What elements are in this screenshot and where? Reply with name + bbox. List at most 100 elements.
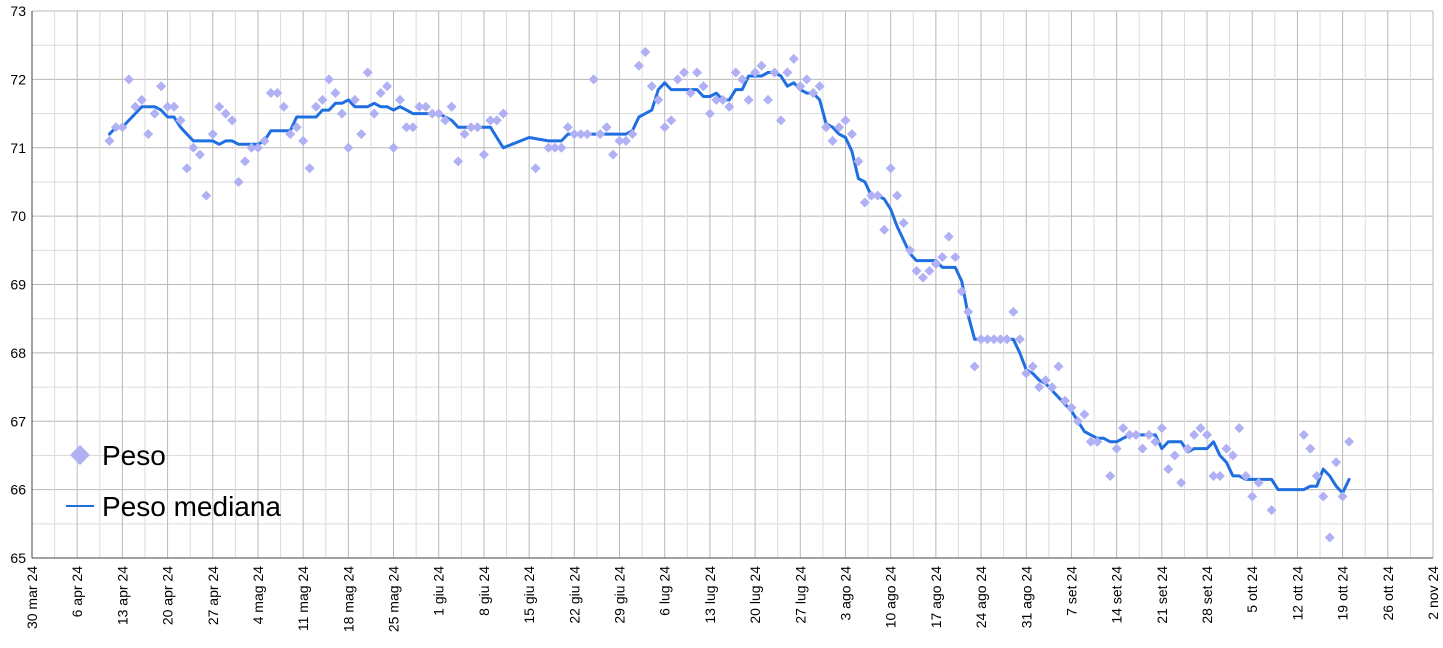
data-point <box>1195 423 1206 434</box>
data-point <box>595 129 606 140</box>
data-point <box>323 74 334 85</box>
data-point <box>143 129 154 140</box>
data-point <box>110 122 121 133</box>
data-point <box>1008 306 1019 317</box>
data-point <box>1202 429 1213 440</box>
x-tick-label: 24 ago 24 <box>973 566 989 628</box>
data-point <box>130 101 141 112</box>
data-point <box>950 252 961 263</box>
data-point <box>795 81 806 92</box>
data-point <box>420 101 431 112</box>
data-point <box>562 122 573 133</box>
data-point <box>466 122 477 133</box>
data-point <box>892 190 903 201</box>
data-point <box>233 176 244 187</box>
data-point <box>1182 443 1193 454</box>
data-point <box>311 101 322 112</box>
data-point <box>1156 423 1167 434</box>
data-point <box>433 108 444 119</box>
x-tick-label: 27 apr 24 <box>205 566 221 625</box>
data-point <box>453 156 464 167</box>
data-point <box>194 149 205 160</box>
data-point <box>395 94 406 105</box>
data-point <box>1324 532 1335 543</box>
data-point <box>156 81 167 92</box>
data-point <box>446 101 457 112</box>
data-point <box>569 129 580 140</box>
data-point <box>1150 436 1161 447</box>
data-point <box>317 94 328 105</box>
data-point <box>1137 443 1148 454</box>
data-point <box>1163 464 1174 475</box>
legend-label-peso-mediana: Peso mediana <box>102 491 281 522</box>
data-point <box>1131 429 1142 440</box>
x-tick-label: 5 ott 24 <box>1244 566 1260 613</box>
data-point <box>330 88 341 99</box>
data-point <box>207 129 218 140</box>
data-point <box>840 115 851 126</box>
data-point <box>369 108 380 119</box>
data-point <box>498 108 509 119</box>
data-point <box>827 135 838 146</box>
data-point <box>1234 423 1245 434</box>
data-point <box>117 122 128 133</box>
y-tick-label: 72 <box>10 71 26 87</box>
x-tick-label: 21 set 24 <box>1154 566 1170 624</box>
x-tick-label: 18 mag 24 <box>340 566 356 632</box>
data-point <box>162 101 173 112</box>
data-point <box>969 361 980 372</box>
data-point <box>1337 491 1348 502</box>
data-point <box>401 122 412 133</box>
y-tick-label: 71 <box>10 140 26 156</box>
data-point <box>278 101 289 112</box>
data-point <box>246 142 257 153</box>
data-point <box>478 149 489 160</box>
data-point <box>556 142 567 153</box>
data-point <box>885 163 896 174</box>
data-point <box>188 142 199 153</box>
x-tick-label: 15 giu 24 <box>521 566 537 624</box>
data-point <box>763 94 774 105</box>
data-point <box>201 190 212 201</box>
data-point <box>265 88 276 99</box>
data-point <box>491 115 502 126</box>
data-point <box>917 272 928 283</box>
x-tick-label: 7 set 24 <box>1063 566 1079 616</box>
data-point <box>698 81 709 92</box>
x-tick-label: 4 mag 24 <box>250 566 266 625</box>
data-point <box>930 258 941 269</box>
data-point <box>614 135 625 146</box>
legend: Peso Peso mediana <box>66 440 281 522</box>
x-tick-label: 20 lug 24 <box>747 566 763 624</box>
x-tick-label: 26 ott 24 <box>1380 566 1396 621</box>
data-point <box>575 129 586 140</box>
y-tick-label: 69 <box>10 277 26 293</box>
x-axis-tick-labels: 30 mar 24 6 apr 24 13 apr 24 20 apr 24 27 ap… <box>24 566 1441 632</box>
data-point <box>859 197 870 208</box>
data-point <box>1143 429 1154 440</box>
data-point <box>963 306 974 317</box>
data-point <box>1189 429 1200 440</box>
data-point <box>775 115 786 126</box>
data-point <box>336 108 347 119</box>
data-point <box>1221 443 1232 454</box>
data-point <box>375 88 386 99</box>
data-point <box>388 142 399 153</box>
data-point <box>1072 416 1083 427</box>
data-point <box>1240 470 1251 481</box>
data-point <box>769 67 780 78</box>
data-point <box>653 94 664 105</box>
data-point <box>291 122 302 133</box>
data-point <box>588 74 599 85</box>
data-point <box>1318 491 1329 502</box>
series-peso <box>104 47 1355 543</box>
data-point <box>259 135 270 146</box>
data-point <box>343 142 354 153</box>
data-point <box>104 135 115 146</box>
data-point <box>801 74 812 85</box>
data-point <box>988 334 999 345</box>
data-point <box>1227 450 1238 461</box>
data-point <box>1253 477 1264 488</box>
data-point <box>459 129 470 140</box>
